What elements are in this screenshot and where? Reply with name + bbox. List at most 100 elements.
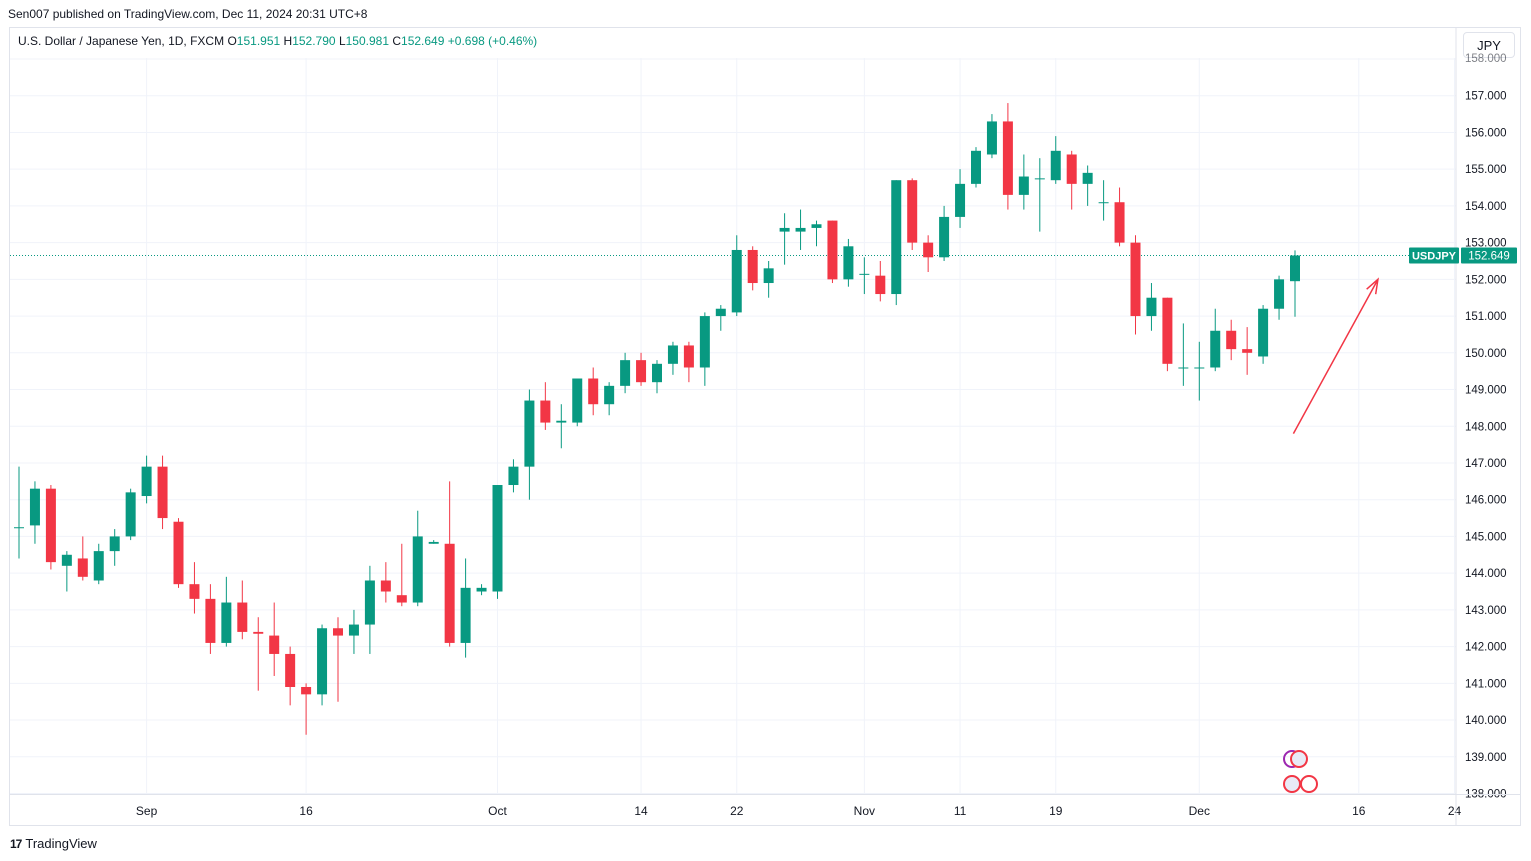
x-tick-label: 14	[634, 804, 648, 818]
candle-body[interactable]	[1290, 255, 1300, 282]
candle-body[interactable]	[1178, 367, 1189, 369]
candle-body[interactable]	[1210, 330, 1221, 368]
currency-button[interactable]: JPY	[1463, 32, 1515, 58]
candle-body[interactable]	[1274, 279, 1285, 309]
candle-body[interactable]	[540, 400, 551, 423]
candle-body[interactable]	[1018, 176, 1029, 195]
candle-body[interactable]	[1242, 349, 1253, 353]
candle-body[interactable]	[1082, 172, 1093, 184]
candle-body[interactable]	[269, 635, 280, 654]
candle-body[interactable]	[14, 527, 24, 529]
candle-body[interactable]	[1114, 202, 1125, 243]
candle-body[interactable]	[715, 308, 726, 317]
candle-body[interactable]	[141, 466, 152, 497]
candle-body[interactable]	[572, 378, 583, 423]
candle-body[interactable]	[699, 316, 710, 368]
candle-body[interactable]	[93, 551, 104, 581]
candle-body[interactable]	[444, 543, 455, 643]
candle-body[interactable]	[508, 466, 519, 486]
candle-body[interactable]	[875, 275, 886, 295]
candle-body[interactable]	[955, 183, 966, 217]
candle-body[interactable]	[1194, 367, 1205, 369]
candle-body[interactable]	[827, 220, 838, 280]
candle-body[interactable]	[109, 536, 120, 552]
candle-body[interactable]	[1034, 178, 1045, 180]
y-tick-label: 155.000	[1465, 164, 1507, 176]
candle-body[interactable]	[636, 360, 647, 383]
candle-body[interactable]	[604, 385, 615, 405]
candle-body[interactable]	[747, 249, 758, 284]
tradingview-brand[interactable]: 17 TradingView	[10, 836, 97, 851]
candle-body[interactable]	[1258, 308, 1269, 357]
candle-body[interactable]	[843, 246, 854, 280]
candle-body[interactable]	[237, 602, 248, 632]
candle-body[interactable]	[859, 273, 870, 275]
candle-body[interactable]	[317, 628, 328, 695]
candle-body[interactable]	[811, 224, 822, 228]
candle-body[interactable]	[364, 580, 375, 625]
candle-body[interactable]	[1162, 297, 1173, 364]
candle-body[interactable]	[1226, 330, 1237, 350]
trend-arrow-line[interactable]	[1292, 278, 1379, 434]
candle-body[interactable]	[476, 587, 487, 592]
candle-body[interactable]	[348, 624, 359, 636]
jp-flag-icon[interactable]	[1300, 775, 1318, 793]
candle-body[interactable]	[971, 150, 981, 184]
symbol-price-tag-label: USDJPY	[1412, 251, 1457, 263]
candle-body[interactable]	[1066, 154, 1077, 184]
candle-body[interactable]	[779, 227, 790, 232]
us-flag-icon[interactable]	[1283, 775, 1301, 793]
candle-body[interactable]	[907, 180, 918, 243]
candle-body[interactable]	[763, 268, 774, 284]
candle-body[interactable]	[795, 227, 806, 232]
candle-body[interactable]	[652, 363, 662, 383]
candle-body[interactable]	[205, 598, 216, 643]
candle-body[interactable]	[428, 541, 439, 544]
y-tick-label: 142.000	[1465, 642, 1507, 654]
us-flag-icon[interactable]	[1290, 750, 1308, 768]
y-tick-label: 143.000	[1465, 605, 1507, 617]
candle-body[interactable]	[1002, 121, 1013, 195]
candle-body[interactable]	[77, 558, 88, 577]
candle-body[interactable]	[301, 686, 312, 695]
candle-body[interactable]	[1098, 202, 1109, 204]
candle-body[interactable]	[923, 242, 934, 258]
candle-body[interactable]	[221, 602, 232, 643]
symbol-price-tag[interactable]	[1409, 247, 1459, 264]
candle-body[interactable]	[1050, 150, 1061, 181]
candle-body[interactable]	[125, 492, 136, 537]
candle-body[interactable]	[412, 536, 423, 603]
candle-body[interactable]	[61, 554, 72, 566]
candle-body[interactable]	[157, 466, 168, 519]
candle-body[interactable]	[189, 584, 200, 599]
candle-body[interactable]	[492, 485, 503, 592]
candle-body[interactable]	[253, 631, 264, 634]
candle-body[interactable]	[891, 180, 902, 295]
candle-body[interactable]	[45, 488, 56, 563]
candle-body[interactable]	[285, 653, 296, 687]
candle-body[interactable]	[380, 580, 391, 592]
candle-body[interactable]	[588, 378, 599, 405]
candle-body[interactable]	[556, 420, 567, 423]
candle-body[interactable]	[524, 400, 535, 467]
candle-body[interactable]	[683, 345, 694, 368]
candle-body[interactable]	[1130, 242, 1141, 317]
x-tick-label: 19	[1049, 804, 1063, 818]
candle-body[interactable]	[29, 488, 40, 526]
candle-body[interactable]	[939, 216, 950, 258]
candle-body[interactable]	[173, 521, 184, 585]
candle-body[interactable]	[731, 249, 742, 313]
candle-body[interactable]	[1146, 297, 1157, 317]
candle-body[interactable]	[620, 360, 631, 386]
candle-body[interactable]	[986, 121, 997, 155]
y-tick-label: 144.000	[1465, 568, 1507, 580]
candle-body[interactable]	[396, 595, 407, 603]
last-price-tag[interactable]	[1461, 247, 1517, 264]
candle-body[interactable]	[460, 587, 471, 643]
symbol-description[interactable]: U.S. Dollar / Japanese Yen, 1D, FXCM	[18, 34, 225, 48]
y-tick-label: 152.000	[1465, 274, 1507, 286]
trend-arrow-head[interactable]	[1366, 277, 1379, 295]
candle-body[interactable]	[333, 628, 343, 636]
candle-body[interactable]	[667, 345, 678, 364]
